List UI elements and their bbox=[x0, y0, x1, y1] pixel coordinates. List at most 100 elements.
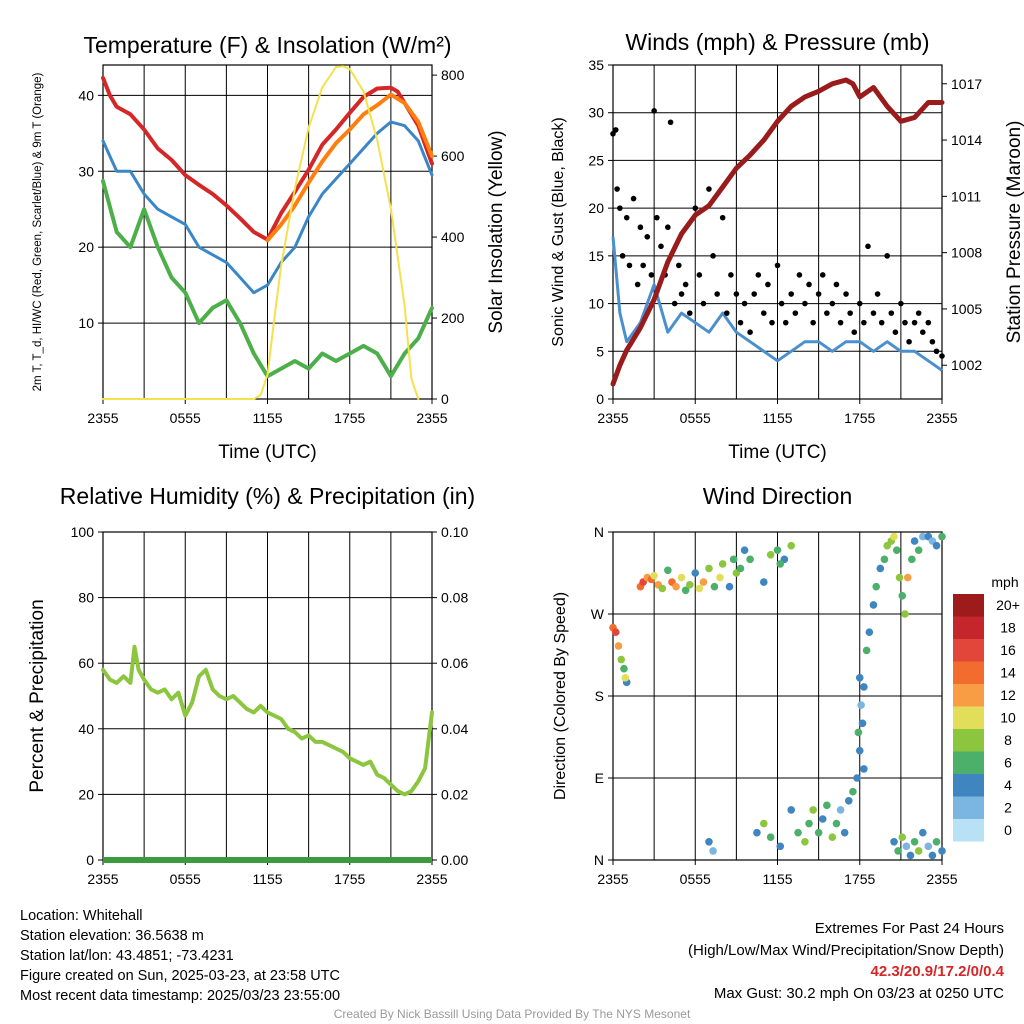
gust-point bbox=[802, 300, 808, 307]
direction-point bbox=[617, 655, 626, 664]
x-tick-label: 0555 bbox=[680, 410, 711, 426]
colorbar-swatch bbox=[953, 594, 984, 617]
direction-point bbox=[853, 774, 861, 782]
direction-point bbox=[828, 833, 837, 842]
direction-point bbox=[685, 581, 694, 589]
gust-point bbox=[626, 262, 633, 269]
direction-point bbox=[898, 833, 907, 842]
direction-point bbox=[705, 564, 713, 573]
colorbar-swatch bbox=[953, 796, 984, 819]
extremes-subtitle: (High/Low/Max Wind/Precipitation/Snow De… bbox=[688, 941, 1004, 959]
direction-point bbox=[805, 819, 813, 828]
direction-point bbox=[895, 573, 904, 582]
gust-point bbox=[874, 291, 881, 297]
gust-point bbox=[865, 243, 871, 250]
y-tick-label: 10 bbox=[78, 315, 94, 331]
direction-point bbox=[849, 787, 857, 796]
gust-point bbox=[741, 300, 748, 307]
chart-title: Relative Humidity (%) & Precipitation (i… bbox=[60, 483, 475, 509]
gust-point bbox=[829, 300, 836, 307]
gust-point bbox=[925, 319, 932, 326]
gust-point bbox=[920, 329, 926, 336]
colorbar-swatch bbox=[953, 616, 984, 639]
gust-point bbox=[696, 272, 703, 278]
direction-point bbox=[710, 582, 719, 591]
y-tick-label: 5 bbox=[596, 343, 604, 359]
y-tick-label: 40 bbox=[78, 87, 94, 103]
direction-point bbox=[773, 546, 782, 555]
y-tick-label: 20 bbox=[588, 200, 604, 216]
direction-point bbox=[753, 828, 761, 837]
direction-point bbox=[857, 701, 865, 709]
y-axis-label: 2m T, T_d, HI/WC (Red, Green, Scarlet/Bl… bbox=[32, 72, 44, 391]
direction-point bbox=[860, 683, 868, 691]
series-group bbox=[101, 65, 434, 400]
y2-tick-label: 0.04 bbox=[441, 721, 468, 737]
gust-point bbox=[788, 291, 795, 297]
y-tick-label: 40 bbox=[78, 721, 94, 737]
direction-point bbox=[914, 546, 923, 555]
y-tick-label: E bbox=[595, 770, 604, 786]
y2-axis-label: Station Pressure (Maroon) bbox=[1004, 121, 1024, 344]
direction-point bbox=[794, 828, 802, 837]
gust-point bbox=[644, 233, 651, 240]
direction-point bbox=[844, 796, 853, 805]
direction-point bbox=[691, 569, 700, 577]
y2-tick-label: 1017 bbox=[951, 76, 982, 92]
y-axis-label: Direction (Colored By Speed) bbox=[552, 592, 569, 800]
colorbar-label: 18 bbox=[1000, 620, 1016, 636]
gust-point bbox=[719, 214, 726, 221]
series-line-station-pressure bbox=[610, 77, 945, 387]
direction-point bbox=[672, 582, 680, 591]
direction-point bbox=[919, 532, 927, 541]
y2-tick-label: 0 bbox=[441, 391, 449, 407]
x-tick-label: 2355 bbox=[597, 410, 628, 426]
y-tick-label: W bbox=[591, 606, 605, 622]
y-tick-label: 0 bbox=[596, 391, 604, 407]
colorbar-swatch bbox=[953, 819, 984, 842]
recent-label: Most recent data timestamp: 2025/03/23 2… bbox=[20, 988, 341, 1004]
direction-point bbox=[898, 591, 907, 600]
gust-point bbox=[676, 262, 682, 269]
elevation-label: Station elevation: 36.5638 m bbox=[20, 928, 204, 944]
direction-point bbox=[928, 851, 937, 860]
direction-point bbox=[740, 546, 749, 555]
direction-point bbox=[902, 842, 911, 851]
gust-point bbox=[929, 338, 936, 345]
gust-point bbox=[682, 281, 689, 288]
y-tick-label: 30 bbox=[588, 105, 604, 121]
gust-point bbox=[640, 262, 646, 269]
gust-point bbox=[760, 310, 767, 316]
gust-point bbox=[658, 243, 664, 250]
y2-tick-label: 1014 bbox=[951, 132, 982, 148]
series-line-9m-t bbox=[265, 92, 434, 243]
gust-point bbox=[884, 253, 890, 259]
direction-point bbox=[872, 582, 880, 591]
x-tick-label: 1755 bbox=[844, 871, 875, 887]
gust-point bbox=[810, 319, 816, 326]
y-tick-label: 25 bbox=[588, 152, 604, 168]
created-label: Figure created on Sun, 2025-03-23, at 23… bbox=[20, 968, 340, 984]
colorbar-label: 16 bbox=[1000, 642, 1016, 658]
chart-title: Temperature (F) & Insolation (W/m²) bbox=[83, 32, 451, 58]
direction-point bbox=[677, 573, 686, 582]
gust-point bbox=[878, 319, 885, 326]
gust-point bbox=[686, 310, 693, 316]
direction-point bbox=[818, 815, 827, 823]
gust-point bbox=[815, 291, 822, 297]
colorbar-label: 12 bbox=[1000, 687, 1016, 703]
extremes-title: Extremes For Past 24 Hours bbox=[814, 920, 1004, 937]
direction-point bbox=[880, 555, 889, 564]
direction-point bbox=[621, 673, 630, 682]
y-tick-label: 10 bbox=[588, 296, 604, 312]
direction-point bbox=[759, 578, 768, 586]
gust-point bbox=[792, 310, 799, 316]
direction-point bbox=[725, 582, 734, 591]
gust-point bbox=[700, 300, 707, 307]
station-info: Location: Whitehall Station elevation: 3… bbox=[20, 906, 340, 1006]
colorbar-label: 20+ bbox=[996, 597, 1020, 613]
x-tick-label: 0555 bbox=[680, 871, 711, 887]
y-tick-label: N bbox=[594, 524, 604, 540]
gust-point bbox=[614, 186, 620, 192]
direction-point bbox=[908, 555, 916, 564]
